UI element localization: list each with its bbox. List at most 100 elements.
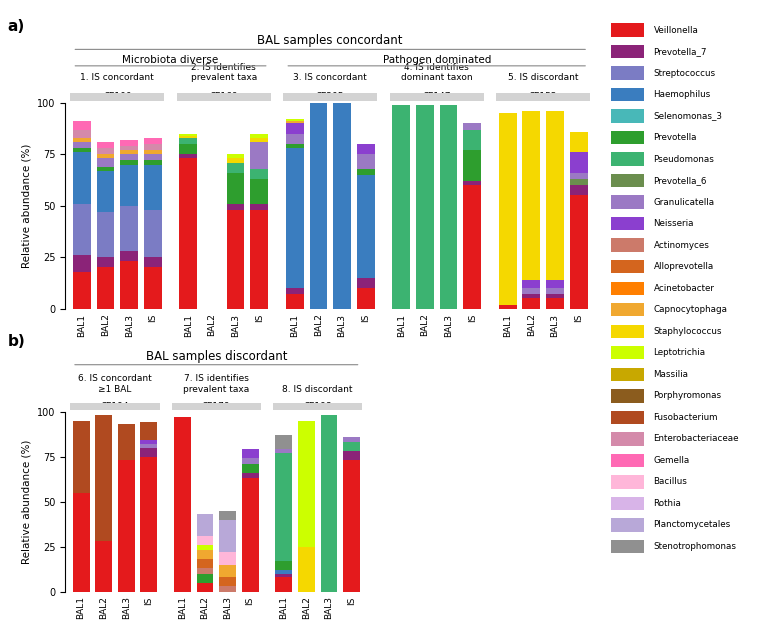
Bar: [522, 280, 540, 288]
Bar: [197, 574, 214, 583]
Bar: [310, 103, 327, 309]
Bar: [522, 298, 540, 309]
Bar: [121, 251, 138, 261]
Bar: [611, 195, 644, 209]
Bar: [227, 158, 244, 163]
Bar: [180, 138, 197, 144]
Bar: [611, 45, 644, 59]
Text: Enterobacteriaceae: Enterobacteriaceae: [654, 435, 739, 443]
Bar: [121, 146, 138, 150]
Bar: [73, 493, 90, 592]
Bar: [227, 173, 244, 204]
Text: a): a): [8, 19, 25, 34]
Bar: [611, 23, 644, 37]
Bar: [611, 454, 644, 467]
Bar: [298, 547, 315, 592]
Bar: [611, 389, 644, 403]
Text: 1. IS concordant: 1. IS concordant: [81, 73, 154, 82]
Bar: [463, 181, 481, 185]
Text: Prevotella_6: Prevotella_6: [654, 176, 707, 185]
Bar: [611, 411, 644, 424]
Bar: [141, 422, 157, 440]
Bar: [570, 173, 588, 179]
Bar: [463, 185, 481, 309]
Bar: [219, 586, 236, 592]
Bar: [144, 161, 162, 165]
Bar: [286, 122, 303, 123]
Bar: [73, 255, 91, 271]
Text: CF147: CF147: [422, 92, 451, 101]
Text: 3. IS concordant: 3. IS concordant: [293, 73, 367, 82]
Text: Haemophilus: Haemophilus: [654, 90, 711, 99]
Bar: [611, 368, 644, 381]
Bar: [73, 152, 91, 204]
Bar: [286, 148, 303, 288]
Bar: [522, 111, 540, 280]
Bar: [141, 440, 157, 444]
Text: CF205: CF205: [316, 92, 345, 101]
Bar: [286, 144, 303, 148]
Bar: [611, 303, 644, 316]
Bar: [250, 138, 268, 142]
Bar: [463, 130, 481, 150]
Bar: [343, 437, 360, 442]
Bar: [97, 257, 114, 267]
Text: Pathogen dominated: Pathogen dominated: [382, 55, 491, 65]
Text: CF194: CF194: [101, 402, 129, 411]
Bar: [357, 168, 375, 175]
Bar: [219, 552, 236, 565]
Text: Granulicatella: Granulicatella: [654, 197, 715, 206]
Bar: [611, 475, 644, 489]
Bar: [276, 574, 293, 577]
Bar: [227, 210, 244, 309]
Bar: [611, 109, 644, 123]
Bar: [250, 204, 268, 210]
Bar: [333, 103, 351, 309]
Bar: [219, 511, 236, 520]
Bar: [283, 93, 377, 101]
Bar: [298, 421, 315, 547]
Bar: [242, 458, 259, 464]
Bar: [121, 140, 138, 146]
Text: 7. IS identifies
prevalent taxa: 7. IS identifies prevalent taxa: [184, 374, 250, 394]
Text: CF179: CF179: [202, 402, 230, 411]
Bar: [95, 541, 112, 592]
Bar: [498, 113, 517, 305]
Text: CF169: CF169: [210, 92, 238, 101]
Bar: [180, 136, 197, 138]
Bar: [357, 154, 375, 168]
Text: Gemella: Gemella: [654, 456, 690, 465]
Bar: [197, 514, 214, 536]
Bar: [197, 536, 214, 545]
Bar: [343, 451, 360, 460]
Bar: [522, 288, 540, 294]
Bar: [197, 545, 214, 550]
Bar: [97, 142, 114, 148]
Bar: [121, 154, 138, 161]
Bar: [496, 93, 590, 101]
Bar: [357, 278, 375, 288]
Bar: [144, 267, 162, 309]
Bar: [611, 217, 644, 230]
Bar: [197, 583, 214, 592]
Bar: [97, 148, 114, 154]
Text: BAL samples concordant: BAL samples concordant: [257, 34, 403, 48]
Bar: [546, 294, 564, 298]
Bar: [546, 280, 564, 288]
Bar: [250, 210, 268, 309]
Bar: [276, 570, 293, 574]
Y-axis label: Relative abundance (%): Relative abundance (%): [22, 439, 31, 564]
Bar: [320, 415, 337, 592]
Bar: [570, 195, 588, 309]
Bar: [250, 168, 268, 179]
Bar: [276, 435, 293, 449]
Bar: [611, 432, 644, 446]
Bar: [97, 158, 114, 167]
Bar: [73, 130, 91, 138]
Text: 2. IS identifies
prevalent taxa: 2. IS identifies prevalent taxa: [190, 63, 257, 82]
Text: BAL samples discordant: BAL samples discordant: [146, 350, 287, 363]
Bar: [121, 165, 138, 206]
Bar: [144, 210, 162, 257]
Bar: [242, 473, 259, 478]
Bar: [611, 518, 644, 532]
